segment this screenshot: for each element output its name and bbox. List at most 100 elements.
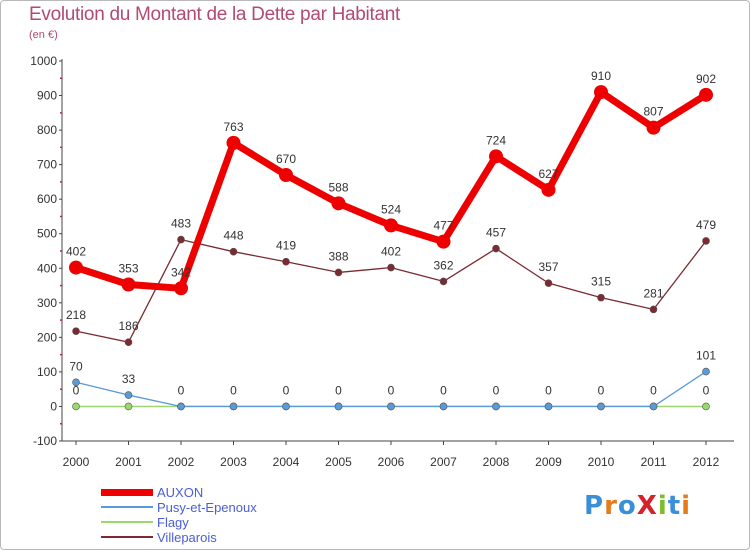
logo-letter: i [657, 491, 668, 521]
data-label-villeparois: 402 [381, 245, 401, 259]
data-label-flagy: 0 [335, 383, 342, 397]
logo-letter: o [617, 491, 637, 521]
logo-letter: i [681, 491, 692, 521]
data-label-pusy-et-epenoux: 33 [122, 372, 136, 386]
data-label-auxon: 910 [591, 69, 611, 83]
data-point-pusy-et-epenoux [492, 402, 500, 411]
data-point-flagy [72, 402, 80, 411]
y-tick-label: 1000 [30, 54, 57, 68]
data-label-pusy-et-epenoux: 70 [69, 359, 83, 373]
data-point-villeparois [544, 279, 553, 287]
data-label-flagy: 0 [73, 383, 80, 397]
data-point-villeparois [72, 327, 80, 335]
x-tick-label: 2003 [220, 455, 247, 469]
data-label-auxon: 763 [223, 120, 243, 134]
data-label-villeparois: 315 [591, 275, 611, 289]
data-label-flagy: 0 [598, 383, 605, 397]
x-tick-label: 2012 [693, 455, 720, 469]
y-tick-label: 900 [37, 89, 57, 103]
data-point-pusy-et-epenoux [177, 402, 185, 411]
data-label-auxon: 670 [276, 152, 296, 166]
legend-label-villeparois: Villeparois [157, 530, 217, 545]
y-tick-label: 300 [37, 296, 57, 310]
data-point-pusy-et-epenoux [649, 402, 658, 411]
x-tick-label: 2009 [535, 455, 562, 469]
data-point-villeparois [439, 277, 448, 286]
data-label-villeparois: 388 [328, 249, 348, 263]
data-point-villeparois [177, 235, 185, 244]
data-point-pusy-et-epenoux [387, 402, 395, 411]
data-point-auxon [174, 281, 188, 296]
data-point-pusy-et-epenoux [702, 367, 710, 376]
data-label-auxon: 353 [118, 262, 138, 276]
data-point-pusy-et-epenoux [334, 402, 343, 411]
data-point-auxon [384, 218, 398, 233]
data-label-flagy: 0 [230, 383, 237, 397]
chart-axes: -100010020030040050060070080090010002000… [30, 54, 734, 469]
data-point-villeparois [702, 237, 710, 245]
data-point-auxon [226, 135, 241, 150]
data-point-auxon [489, 149, 503, 164]
data-label-auxon: 627 [538, 167, 558, 181]
proxiti-logo: ProXiti [584, 491, 691, 521]
data-label-auxon: 902 [696, 72, 716, 86]
data-label-pusy-et-epenoux: 101 [696, 349, 716, 363]
data-label-flagy: 0 [703, 383, 710, 397]
data-point-villeparois [649, 305, 658, 314]
x-tick-label: 2006 [378, 455, 405, 469]
x-tick-label: 2010 [588, 455, 615, 469]
data-point-pusy-et-epenoux [72, 378, 80, 387]
data-point-pusy-et-epenoux [597, 402, 605, 411]
data-label-flagy: 0 [545, 383, 552, 397]
logo-letter: t [667, 491, 682, 521]
data-label-villeparois: 448 [223, 229, 243, 243]
data-point-pusy-et-epenoux [544, 402, 553, 411]
data-point-auxon [69, 260, 83, 275]
data-point-villeparois [387, 263, 395, 272]
data-point-pusy-et-epenoux [229, 402, 238, 411]
chart-plot-area: 218 186 483 448 419 388 402 362 457 357 315 281 479 0… [66, 69, 716, 411]
chart-title: Evolution du Montant de la Dette par Hab… [29, 4, 400, 25]
data-label-flagy: 0 [283, 383, 290, 397]
data-label-flagy: 0 [440, 383, 447, 397]
y-tick-label: 800 [37, 123, 57, 137]
chart-unit-label: (en €) [29, 29, 58, 41]
logo-letter: P [584, 491, 605, 521]
y-tick-label: 100 [37, 365, 57, 379]
data-label-flagy: 0 [650, 383, 657, 397]
data-label-flagy: 0 [388, 383, 395, 397]
data-label-villeparois: 218 [66, 308, 86, 322]
legend-swatch-pusy-et-epenoux [101, 506, 153, 508]
data-point-villeparois [229, 247, 238, 256]
legend-swatch-auxon [101, 489, 153, 496]
x-tick-label: 2005 [325, 455, 352, 469]
data-label-auxon: 724 [486, 133, 506, 147]
data-label-villeparois: 281 [643, 286, 663, 300]
legend-label-pusy-et-epenoux: Pusy-et-Epenoux [157, 500, 257, 515]
data-label-auxon: 588 [328, 180, 348, 194]
data-label-villeparois: 419 [276, 239, 296, 253]
y-tick-label: 700 [37, 158, 57, 172]
data-label-auxon: 342 [171, 265, 191, 279]
data-label-flagy: 0 [493, 383, 500, 397]
x-tick-label: 2001 [115, 455, 142, 469]
data-label-auxon: 524 [381, 202, 401, 216]
data-label-villeparois: 479 [696, 218, 716, 232]
logo-letter: r [604, 491, 618, 521]
data-point-auxon [646, 120, 661, 135]
data-point-auxon [121, 277, 136, 292]
data-point-villeparois [282, 257, 290, 266]
logo-letter: X [636, 491, 658, 521]
data-point-auxon [331, 196, 346, 211]
data-point-auxon [699, 87, 713, 102]
legend-swatch-flagy [101, 521, 153, 523]
x-tick-label: 2000 [63, 455, 90, 469]
data-point-auxon [541, 182, 556, 197]
y-tick-label: 600 [37, 192, 57, 206]
x-tick-label: 2008 [483, 455, 510, 469]
legend-swatch-villeparois [101, 536, 153, 538]
legend-label-flagy: Flagy [157, 515, 189, 530]
data-label-flagy: 0 [178, 383, 185, 397]
data-label-auxon: 477 [433, 219, 453, 233]
